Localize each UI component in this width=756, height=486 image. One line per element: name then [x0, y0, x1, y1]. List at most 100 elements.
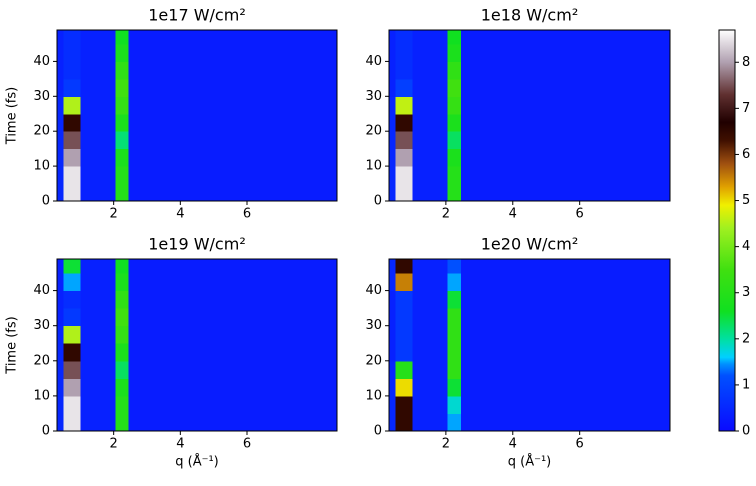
heatmap-cell — [389, 79, 396, 97]
heatmap-cell — [57, 114, 64, 132]
y-tick-label: 0 — [374, 424, 382, 439]
heatmap-cell — [129, 30, 338, 44]
heatmap-cell — [57, 326, 64, 344]
heatmap-cell — [80, 166, 116, 184]
heatmap-cell — [64, 114, 81, 132]
colorbar-tick-label: 2 — [742, 331, 750, 346]
y-tick-label: 0 — [374, 194, 382, 209]
heatmap-cell — [448, 343, 462, 361]
heatmap-cell — [115, 44, 129, 62]
y-tick-label: 30 — [365, 89, 382, 104]
heatmap-cell — [57, 30, 64, 44]
x-tick-label: 4 — [509, 437, 517, 452]
heatmap-cell — [64, 273, 81, 291]
panel-title: 1e18 W/cm² — [481, 6, 578, 25]
heatmap-cell — [80, 361, 116, 379]
heatmap-cell — [64, 131, 81, 149]
heatmap-cell — [115, 378, 129, 396]
heatmap-cell — [129, 308, 338, 326]
heatmap-cell — [461, 378, 671, 396]
heatmap-cell — [412, 44, 448, 62]
y-tick-label: 30 — [33, 318, 50, 333]
heatmap-cell — [115, 166, 129, 184]
heatmap-cell — [461, 61, 671, 79]
y-tick-label: 20 — [365, 124, 382, 139]
heatmap-cell — [448, 79, 462, 97]
heatmap-cell — [396, 184, 413, 202]
heatmap-cell — [129, 259, 338, 274]
heatmap-cell — [448, 361, 462, 379]
heatmap-cell — [461, 273, 671, 291]
x-tick-label: 4 — [176, 207, 184, 222]
heatmap-cell — [115, 396, 129, 414]
heatmap-cell — [389, 343, 396, 361]
heatmap-cell — [448, 44, 462, 62]
heatmap-cell — [80, 413, 116, 431]
y-tick-label: 30 — [33, 89, 50, 104]
heatmap-cell — [64, 184, 81, 202]
heatmap-cell — [389, 378, 396, 396]
heatmap-cell — [80, 149, 116, 167]
y-tick-label: 20 — [33, 124, 50, 139]
heatmap-cell — [129, 61, 338, 79]
heatmap-cell — [412, 79, 448, 97]
heatmap-cell — [57, 291, 64, 309]
heatmap-cell — [389, 361, 396, 379]
colorbar-tick-label: 6 — [742, 147, 750, 162]
heatmap-cell — [412, 378, 448, 396]
heatmap-cell — [115, 61, 129, 79]
heatmap-cell — [57, 149, 64, 167]
heatmap-cell — [461, 79, 671, 97]
heatmap-cell — [412, 184, 448, 202]
heatmap-cell — [396, 61, 413, 79]
x-tick-label: 4 — [509, 207, 517, 222]
heatmap-cell — [64, 343, 81, 361]
heatmap-cell — [412, 343, 448, 361]
heatmap-cell — [389, 30, 396, 44]
heatmap-cell — [412, 166, 448, 184]
heatmap-cell — [57, 413, 64, 431]
heatmap-cell — [412, 259, 448, 274]
x-tick-label: 2 — [110, 207, 118, 222]
heatmap-cell — [129, 273, 338, 291]
panel-title: 1e19 W/cm² — [148, 235, 245, 254]
y-tick-label: 10 — [365, 159, 382, 174]
heatmap — [389, 30, 671, 202]
heatmap-cell — [396, 44, 413, 62]
heatmap-cell — [115, 149, 129, 167]
heatmap-cell — [389, 308, 396, 326]
y-axis-label: Time (fs) — [5, 316, 20, 374]
heatmap-cell — [57, 343, 64, 361]
y-tick-label: 30 — [365, 318, 382, 333]
heatmap-cell — [80, 79, 116, 97]
heatmap-cell — [64, 96, 81, 114]
heatmap-cell — [396, 413, 413, 431]
heatmap-cell — [412, 131, 448, 149]
heatmap-cell — [412, 361, 448, 379]
panel-title: 1e20 W/cm² — [481, 235, 578, 254]
heatmap — [389, 259, 671, 432]
heatmap-cell — [389, 44, 396, 62]
heatmap-cell — [396, 149, 413, 167]
heatmap-cell — [129, 413, 338, 431]
heatmap-cell — [461, 131, 671, 149]
heatmap-cell — [461, 291, 671, 309]
heatmap-cell — [448, 149, 462, 167]
heatmap-cell — [80, 378, 116, 396]
heatmap-cell — [389, 291, 396, 309]
heatmap-cell — [64, 30, 81, 44]
heatmap-cell — [80, 343, 116, 361]
heatmap-cell — [448, 273, 462, 291]
heatmap-cell — [389, 413, 396, 431]
heatmap-cell — [129, 343, 338, 361]
heatmap-cell — [448, 61, 462, 79]
heatmap-cell — [389, 149, 396, 167]
heatmap-cell — [57, 184, 64, 202]
heatmap-cell — [448, 308, 462, 326]
heatmap-cell — [461, 184, 671, 202]
heatmap-cell — [129, 361, 338, 379]
heatmap-cell — [115, 30, 129, 44]
heatmap-cell — [115, 184, 129, 202]
heatmap-cell — [57, 131, 64, 149]
